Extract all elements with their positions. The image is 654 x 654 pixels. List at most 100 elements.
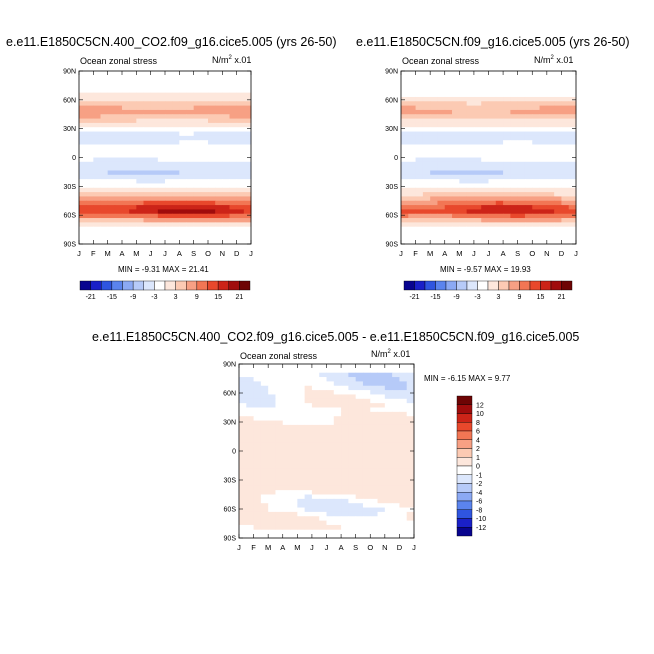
heatmap-cell — [186, 209, 195, 215]
heatmap-cell — [466, 101, 475, 107]
heatmap-cell — [107, 157, 116, 163]
heatmap-cell — [290, 455, 298, 461]
heatmap-cell — [143, 79, 152, 85]
heatmap-cell — [444, 88, 453, 94]
heatmap-cell — [495, 161, 504, 167]
x-tick-label: J — [310, 543, 314, 552]
colorbar-label: -9 — [130, 294, 136, 301]
heatmap-cell — [384, 420, 393, 426]
heatmap-cell — [333, 433, 342, 439]
heatmap-cell — [122, 222, 130, 228]
heatmap-cell — [215, 127, 223, 132]
heatmap-cell — [473, 213, 482, 219]
heatmap-cell — [408, 179, 416, 184]
heatmap-cell — [481, 196, 489, 202]
heatmap-cell — [539, 218, 548, 223]
heatmap-cell — [370, 455, 378, 461]
heatmap-cell — [243, 183, 252, 189]
heatmap-cell — [222, 226, 230, 232]
heatmap-cell — [408, 135, 416, 141]
heatmap-cell — [157, 205, 166, 210]
heatmap-cell — [86, 200, 94, 206]
heatmap-cell — [517, 153, 526, 158]
heatmap-cell — [100, 218, 109, 223]
heatmap-cell — [172, 79, 180, 85]
heatmap-cell — [384, 516, 393, 521]
heatmap-cell — [114, 148, 123, 154]
heatmap-cell — [488, 101, 497, 107]
heatmap-cell — [568, 205, 577, 210]
heatmap-cell — [348, 424, 357, 430]
heatmap-cell — [466, 114, 475, 119]
heatmap-cell — [437, 231, 446, 236]
heatmap-cell — [503, 96, 511, 102]
heatmap-cell — [517, 101, 526, 107]
heatmap-cell — [136, 213, 144, 219]
heatmap-cell — [561, 83, 570, 89]
heatmap-cell — [532, 226, 540, 232]
heatmap-cell — [524, 114, 533, 119]
heatmap-cell — [186, 231, 195, 236]
heatmap-cell — [186, 222, 195, 228]
heatmap-cell — [93, 135, 101, 141]
colorbar-swatch — [456, 518, 473, 528]
heatmap-cell — [399, 420, 408, 426]
heatmap-cell — [143, 140, 152, 145]
heatmap-cell — [554, 187, 562, 193]
heatmap-cell — [348, 520, 357, 526]
heatmap-cell — [452, 222, 460, 228]
heatmap-cell — [246, 455, 254, 461]
colorbar-swatch — [228, 280, 240, 291]
heatmap-cell — [517, 187, 526, 193]
panel2-unit: N/m2 x.01 — [534, 55, 574, 65]
heatmap-cell — [290, 403, 298, 408]
heatmap-cell — [444, 105, 453, 111]
heatmap-cell — [172, 179, 180, 184]
heatmap-cell — [208, 205, 216, 210]
heatmap-cell — [348, 442, 357, 448]
heatmap-cell — [297, 403, 306, 408]
heatmap-cell — [444, 140, 453, 145]
heatmap-cell — [122, 109, 130, 115]
heatmap-cell — [444, 118, 453, 124]
heatmap-cell — [215, 196, 223, 202]
heatmap-cell — [107, 209, 116, 215]
heatmap-cell — [236, 187, 245, 193]
heatmap-cell — [260, 494, 269, 500]
heatmap-cell — [239, 377, 247, 382]
y-tick-label: 90N — [385, 69, 398, 76]
x-tick-label: J — [149, 249, 153, 258]
heatmap-cell — [129, 213, 137, 219]
heatmap-cell — [215, 88, 223, 94]
heatmap-cell — [437, 83, 446, 89]
x-tick-label: J — [574, 249, 578, 258]
heatmap-cell — [444, 96, 453, 102]
heatmap-cell — [384, 494, 393, 500]
colorbar-label: 8 — [476, 420, 480, 427]
heatmap-cell — [348, 416, 357, 421]
panel1-unit: N/m2 x.01 — [212, 55, 252, 65]
heatmap-cell — [290, 420, 298, 426]
heatmap-cell — [377, 468, 386, 474]
heatmap-cell — [122, 200, 130, 206]
heatmap-cell — [200, 231, 209, 236]
heatmap-cell — [253, 524, 262, 530]
heatmap-cell — [341, 394, 349, 400]
heatmap-cell — [86, 88, 94, 94]
heatmap-cell — [333, 464, 342, 469]
panel1-subtitle: Ocean zonal stress — [80, 56, 158, 66]
heatmap-cell — [268, 507, 276, 513]
heatmap-cell — [304, 516, 313, 521]
heatmap-cell — [222, 200, 230, 206]
panel2-title: e.e11.E1850C5CN.f09_g16.cice5.005 (yrs 2… — [356, 35, 630, 49]
heatmap-cell — [172, 96, 180, 102]
heatmap-cell — [243, 148, 252, 154]
heatmap-cell — [114, 114, 123, 119]
heatmap-cell — [304, 411, 313, 417]
heatmap-cell — [243, 170, 252, 176]
heatmap-cell — [401, 222, 409, 228]
heatmap-cell — [260, 407, 269, 413]
heatmap-cell — [114, 205, 123, 210]
heatmap-cell — [392, 451, 400, 456]
